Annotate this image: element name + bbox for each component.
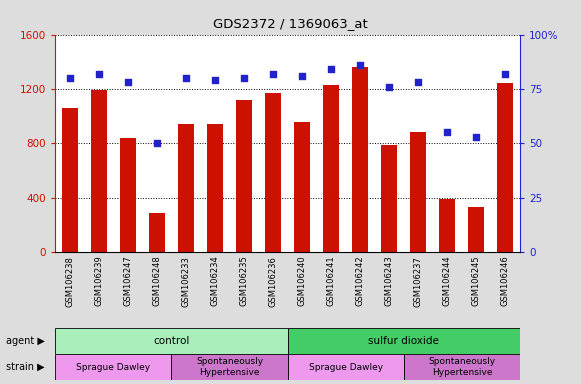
Text: control: control — [153, 336, 189, 346]
Text: GSM106242: GSM106242 — [356, 256, 365, 306]
Text: GSM106238: GSM106238 — [65, 256, 74, 306]
Text: GSM106239: GSM106239 — [94, 256, 103, 306]
Text: GSM106244: GSM106244 — [443, 256, 452, 306]
Point — [297, 73, 307, 79]
Point — [239, 75, 249, 81]
Text: strain ▶: strain ▶ — [6, 362, 44, 372]
Point — [181, 75, 191, 81]
Point — [327, 66, 336, 73]
Text: GSM106247: GSM106247 — [123, 256, 132, 306]
Bar — [55, 328, 288, 354]
Text: GSM106248: GSM106248 — [152, 256, 162, 306]
Point — [152, 140, 162, 146]
Bar — [294, 121, 310, 252]
Text: GSM106246: GSM106246 — [501, 256, 510, 306]
Bar — [207, 124, 223, 252]
Point — [472, 134, 481, 140]
Text: Spontaneously
Hypertensive: Spontaneously Hypertensive — [196, 358, 263, 377]
Text: GSM106243: GSM106243 — [385, 256, 394, 306]
Bar — [236, 100, 252, 252]
Text: GSM106237: GSM106237 — [414, 256, 423, 306]
Bar — [171, 354, 288, 380]
Bar — [55, 354, 171, 380]
Text: GSM106234: GSM106234 — [210, 256, 220, 306]
Text: GSM106233: GSM106233 — [181, 256, 191, 306]
Point — [443, 129, 452, 136]
Point — [356, 62, 365, 68]
Point — [268, 71, 278, 77]
Text: GSM106236: GSM106236 — [268, 256, 278, 306]
Text: Sprague Dawley: Sprague Dawley — [309, 362, 383, 372]
Text: GSM106245: GSM106245 — [472, 256, 481, 306]
Text: sulfur dioxide: sulfur dioxide — [368, 336, 439, 346]
Point — [385, 84, 394, 90]
Text: agent ▶: agent ▶ — [6, 336, 45, 346]
Bar — [410, 132, 426, 252]
Bar — [381, 145, 397, 252]
Bar — [149, 212, 165, 252]
Bar — [497, 83, 514, 252]
Point — [210, 77, 220, 83]
Text: Sprague Dawley: Sprague Dawley — [76, 362, 150, 372]
Bar — [120, 138, 136, 252]
Bar — [439, 199, 456, 252]
Text: GDS2372 / 1369063_at: GDS2372 / 1369063_at — [213, 17, 368, 30]
Text: GSM106235: GSM106235 — [239, 256, 249, 306]
Bar — [288, 354, 404, 380]
Bar — [404, 354, 520, 380]
Point — [94, 71, 103, 77]
Bar — [91, 90, 107, 252]
Bar — [62, 108, 78, 252]
Text: GSM106240: GSM106240 — [297, 256, 307, 306]
Point — [123, 79, 132, 86]
Bar — [178, 124, 194, 252]
Point — [501, 71, 510, 77]
Bar — [468, 207, 485, 252]
Text: GSM106241: GSM106241 — [327, 256, 336, 306]
Bar — [352, 67, 368, 252]
Bar — [265, 93, 281, 252]
Point — [414, 79, 423, 86]
Bar — [288, 328, 520, 354]
Text: Spontaneously
Hypertensive: Spontaneously Hypertensive — [428, 358, 496, 377]
Bar — [323, 85, 339, 252]
Point — [65, 75, 74, 81]
